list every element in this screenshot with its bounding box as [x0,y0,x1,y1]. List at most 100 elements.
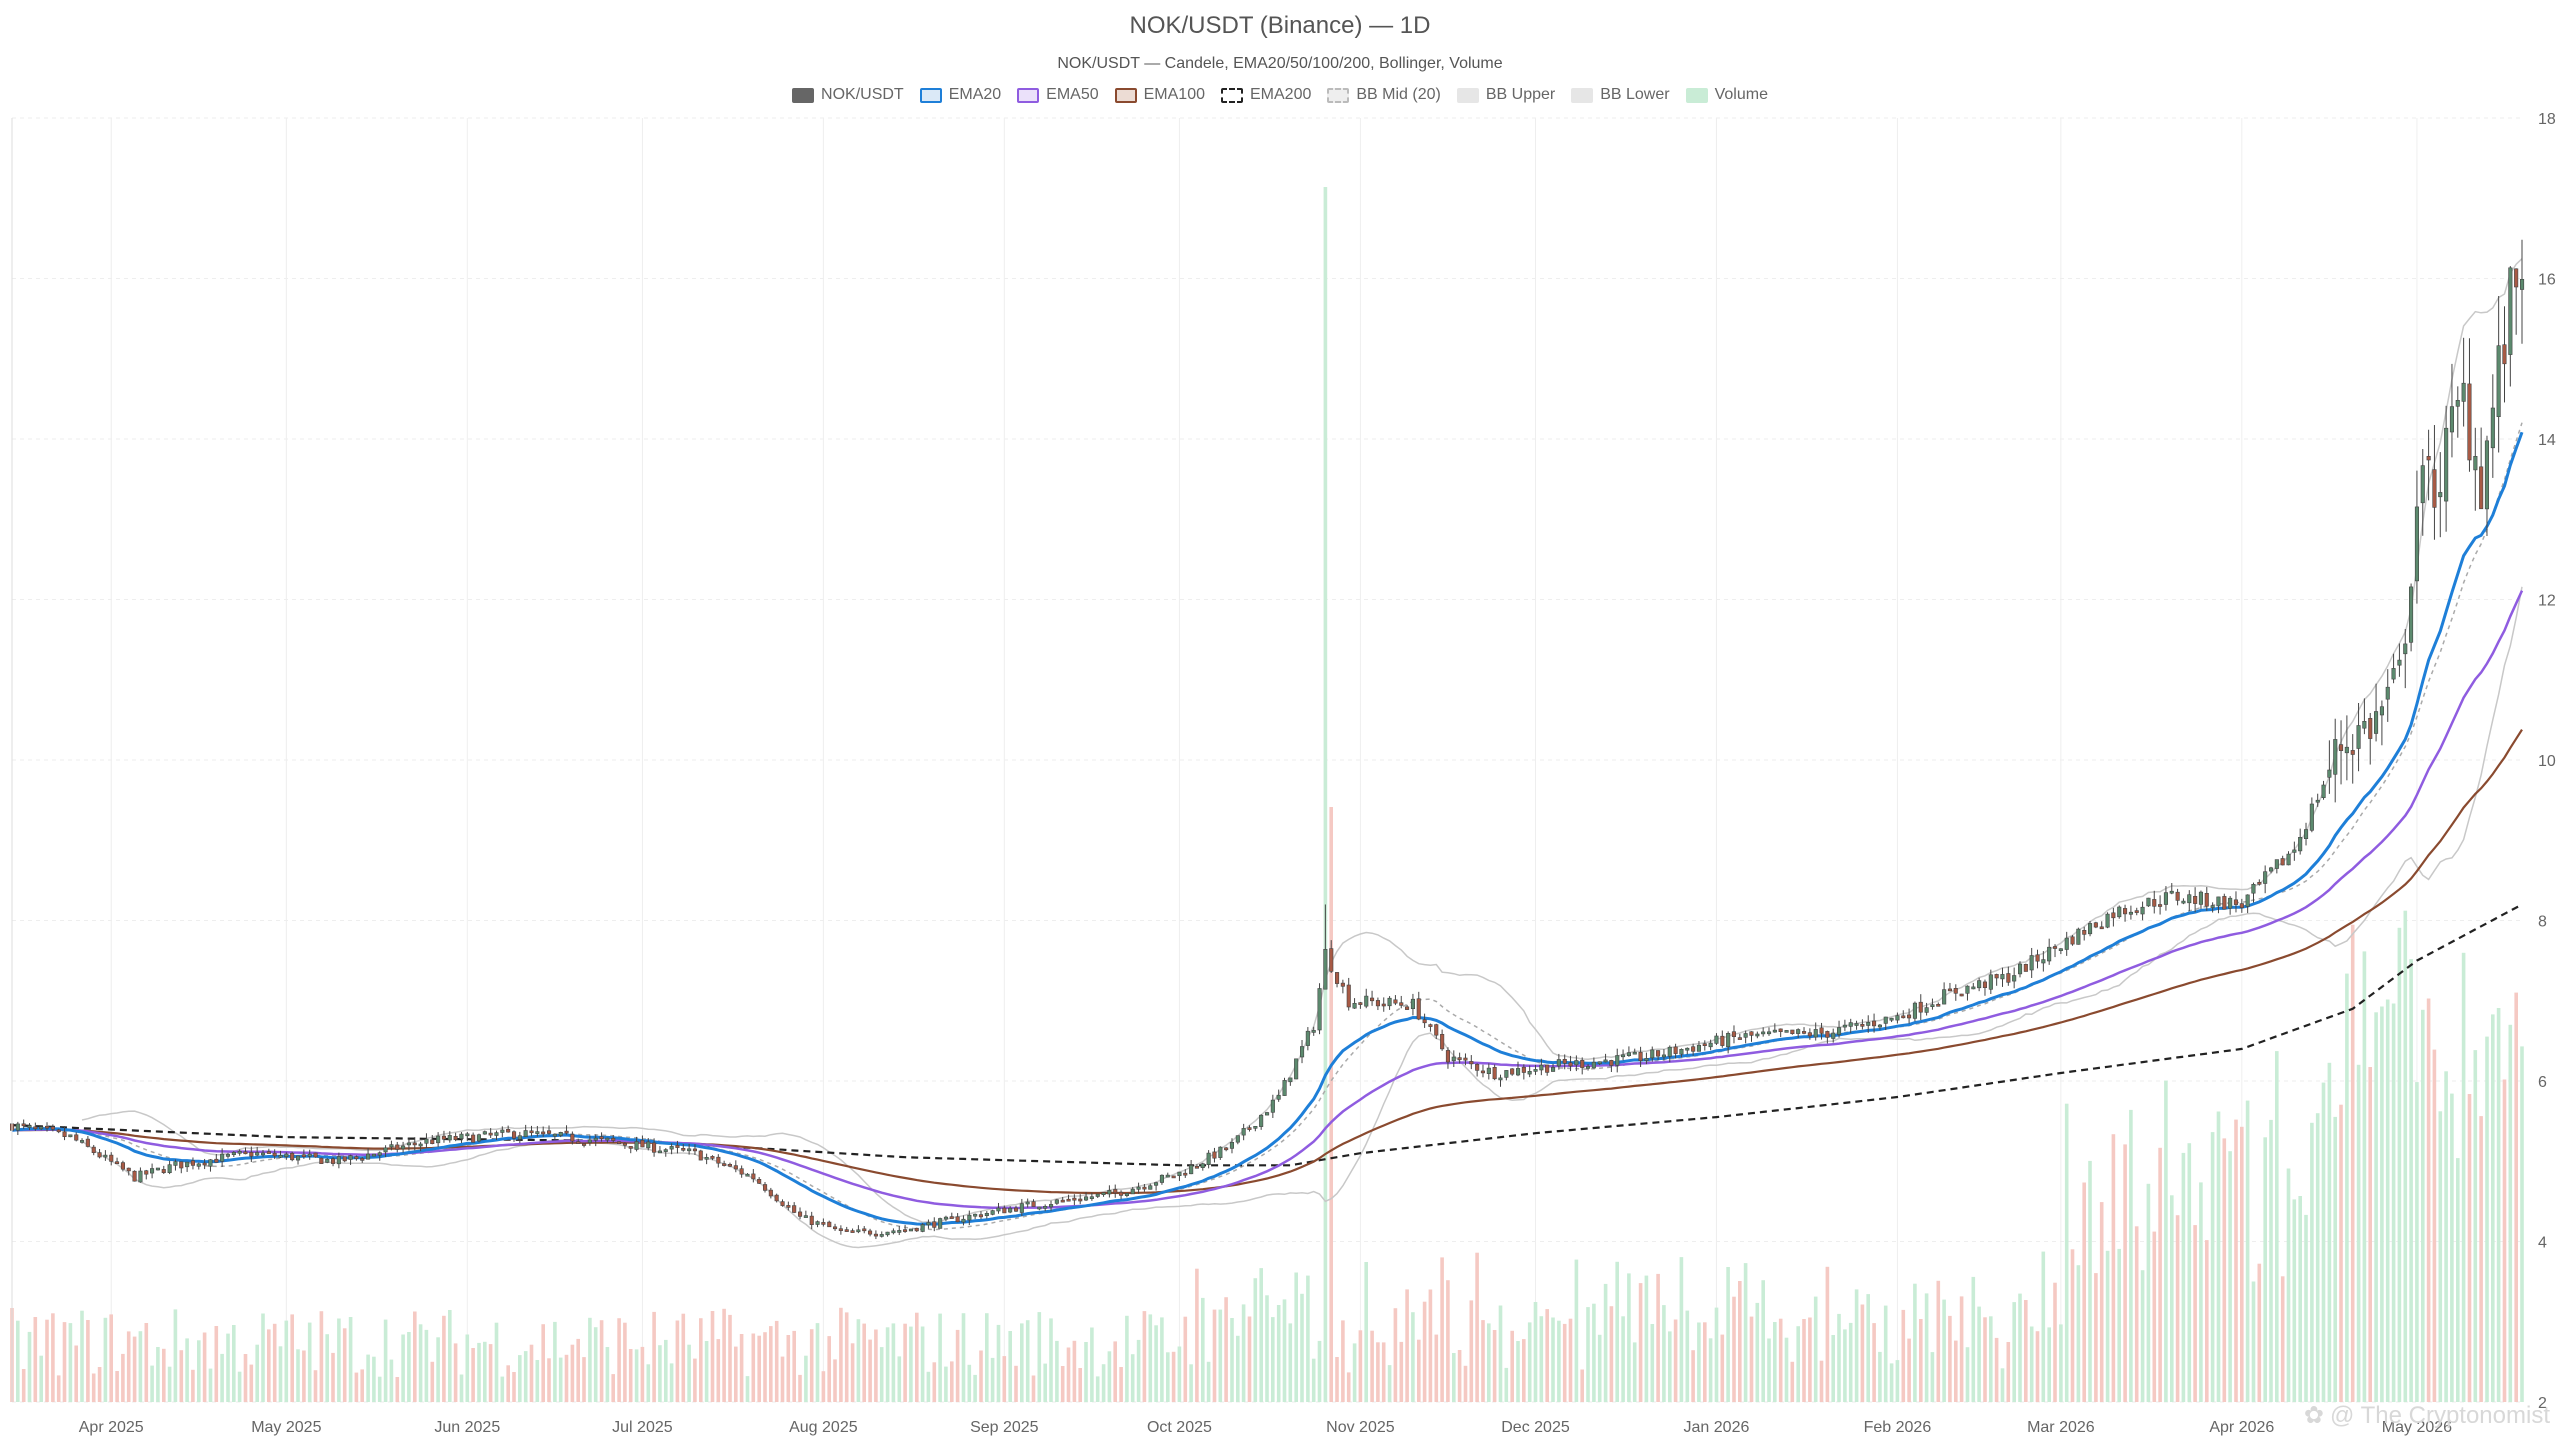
candle-body [506,1129,511,1133]
legend-item-ema20[interactable]: EMA20 [919,84,1001,106]
candle [1755,1031,1760,1039]
candle-body [447,1135,452,1141]
volume-bar [448,1310,452,1402]
candle [2298,828,2303,855]
volume-bar [920,1326,925,1402]
candle [430,1135,435,1145]
volume-bar [570,1344,575,1402]
volume-bar [593,1327,598,1402]
candle-body [1562,1059,1567,1064]
volume-bar [722,1308,726,1402]
volume-bar [1767,1338,1771,1402]
legend-item-bb-mid-20[interactable]: BB Mid (20) [1327,84,1441,106]
candle-body [27,1125,32,1128]
candle [943,1215,949,1222]
volume-bar [1288,1323,1293,1402]
legend-item-ema100[interactable]: EMA100 [1114,84,1205,106]
candle-body [1002,1207,1007,1214]
legend-item-nok-usdt[interactable]: NOK/USDT [792,84,904,106]
candle [2140,901,2145,921]
candle [1165,1172,1170,1178]
candle [1270,1094,1275,1118]
candle [1737,1033,1742,1040]
volume-bar [897,1356,902,1402]
candle-body [1790,1029,1795,1035]
candle-body [295,1155,301,1161]
candle [1784,1030,1789,1033]
candle [920,1223,925,1233]
legend-item-ema50[interactable]: EMA50 [1017,84,1099,106]
volume-bar [2105,1250,2110,1402]
candle-body [1959,993,1964,997]
candle-body [2018,963,2023,975]
volume-bar [1195,1268,1199,1402]
candle-body [278,1155,283,1158]
candle-body [949,1216,954,1219]
volume-bar [2041,1251,2046,1402]
volume-bar [1516,1341,1520,1402]
candle-body [1019,1203,1024,1213]
volume-bar [1084,1342,1088,1402]
candle [1842,1019,1847,1031]
volume-bar [424,1329,429,1402]
volume-bar [214,1326,219,1402]
candle [488,1128,493,1139]
candle-body [611,1138,616,1141]
candle [1019,1198,1024,1217]
candle-body [1084,1196,1089,1201]
candle-body [2309,803,2314,831]
candle [576,1138,581,1144]
candle-body [1667,1046,1672,1057]
candle-body [587,1139,592,1143]
candle [2058,948,2063,955]
candle [185,1161,190,1172]
volume-bar [1078,1368,1082,1402]
candle [541,1126,546,1137]
volume-bar [2140,1270,2145,1402]
candle-body [1731,1031,1736,1037]
legend-item-bb-upper[interactable]: BB Upper [1456,84,1555,106]
candle-body [1276,1094,1281,1100]
candle-body [1130,1188,1135,1195]
candle [1194,1164,1199,1169]
candle-body [1440,1034,1445,1050]
volume-bar [1329,807,1333,1402]
candle [879,1231,884,1238]
legend-item-volume[interactable]: Volume [1685,84,1768,106]
legend-item-ema200[interactable]: EMA200 [1221,84,1311,106]
candle-body [1784,1030,1789,1033]
candle [2070,935,2075,946]
volume-bar [2099,1202,2104,1402]
candle [1772,1023,1777,1033]
candle-body [2099,926,2104,930]
volume-bar [879,1347,884,1402]
volume-bar [2006,1342,2011,1402]
candle [208,1159,213,1172]
volume-bar [2345,973,2349,1402]
candle [733,1160,738,1173]
candle [2473,427,2478,511]
candle [225,1152,230,1159]
candle [2152,890,2157,914]
volume-bar [1796,1326,1800,1402]
legend-swatch [1017,87,1040,103]
candle-body [1194,1166,1199,1169]
candle [1883,1016,1888,1031]
candle [1702,1040,1707,1051]
candle [2210,902,2215,913]
candle [1837,1020,1842,1038]
candle-body [1311,1030,1316,1033]
candle-body [669,1146,674,1150]
candle-body [272,1152,277,1157]
candle-body [663,1149,668,1152]
volume-bar [2129,1109,2133,1402]
volume-bar [1358,1330,1363,1402]
candle [2000,967,2005,987]
candle-body [2146,897,2151,907]
legend-item-bb-lower[interactable]: BB Lower [1571,84,1670,106]
legend-swatch [1456,87,1479,103]
candle-body [1504,1070,1509,1078]
candle-body [1305,1030,1310,1046]
volume-bar [1994,1337,1999,1402]
